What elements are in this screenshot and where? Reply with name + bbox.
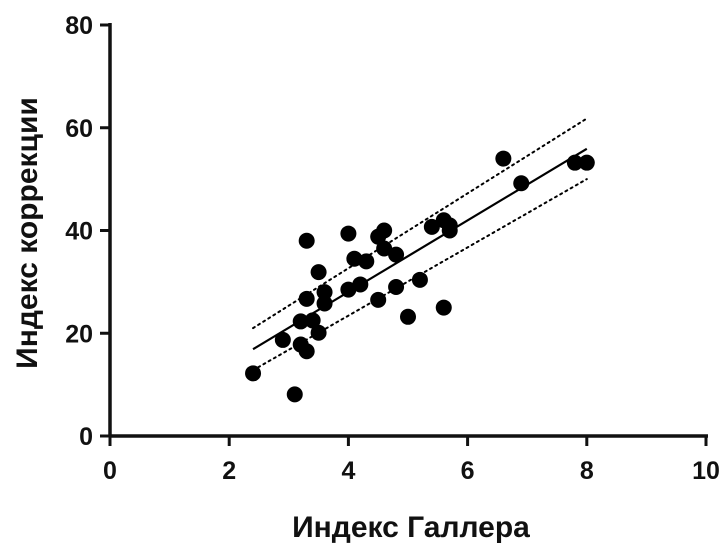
data-point — [340, 225, 357, 242]
data-point — [298, 343, 315, 360]
data-point — [388, 279, 405, 296]
data-point — [423, 218, 440, 235]
data-point — [495, 150, 512, 167]
data-point — [441, 217, 458, 234]
y-tick-label: 0 — [79, 423, 93, 451]
data-point — [274, 331, 291, 348]
y-axis-title: Индекс коррекции — [11, 97, 44, 369]
data-point — [298, 290, 315, 307]
data-point — [376, 240, 393, 257]
data-point — [566, 154, 583, 171]
data-point — [346, 250, 363, 267]
data-point — [310, 324, 327, 341]
data-point — [304, 312, 321, 329]
data-point — [316, 284, 333, 301]
data-point — [358, 253, 375, 270]
data-point — [245, 365, 262, 382]
data-point — [388, 246, 405, 263]
x-tick-label: 6 — [461, 457, 475, 485]
x-tick-label: 10 — [692, 457, 720, 485]
data-points — [245, 150, 595, 403]
axes: 0 2 4 6 8 10 0 20 40 60 80 — [65, 12, 720, 485]
data-point — [370, 291, 387, 308]
data-point — [316, 295, 333, 312]
y-tick-label: 60 — [65, 115, 93, 143]
x-axis-title: Индекс Галлера — [292, 511, 530, 544]
data-point — [400, 308, 416, 325]
data-point — [513, 175, 530, 192]
data-point — [292, 313, 309, 330]
x-tick-label: 4 — [341, 457, 355, 485]
data-point — [578, 154, 595, 171]
data-point — [435, 299, 452, 316]
x-tick-label: 2 — [222, 457, 236, 485]
y-tick-label: 80 — [65, 12, 93, 40]
data-point — [298, 232, 315, 249]
data-point — [352, 276, 369, 293]
data-point — [411, 271, 428, 288]
x-tick-label: 0 — [103, 457, 117, 485]
data-point — [376, 222, 393, 239]
data-point — [286, 386, 303, 403]
x-tick-label: 8 — [580, 457, 594, 485]
y-tick-label: 20 — [65, 320, 93, 348]
data-point — [310, 264, 327, 281]
y-tick-label: 40 — [65, 218, 93, 246]
data-point — [340, 281, 357, 298]
